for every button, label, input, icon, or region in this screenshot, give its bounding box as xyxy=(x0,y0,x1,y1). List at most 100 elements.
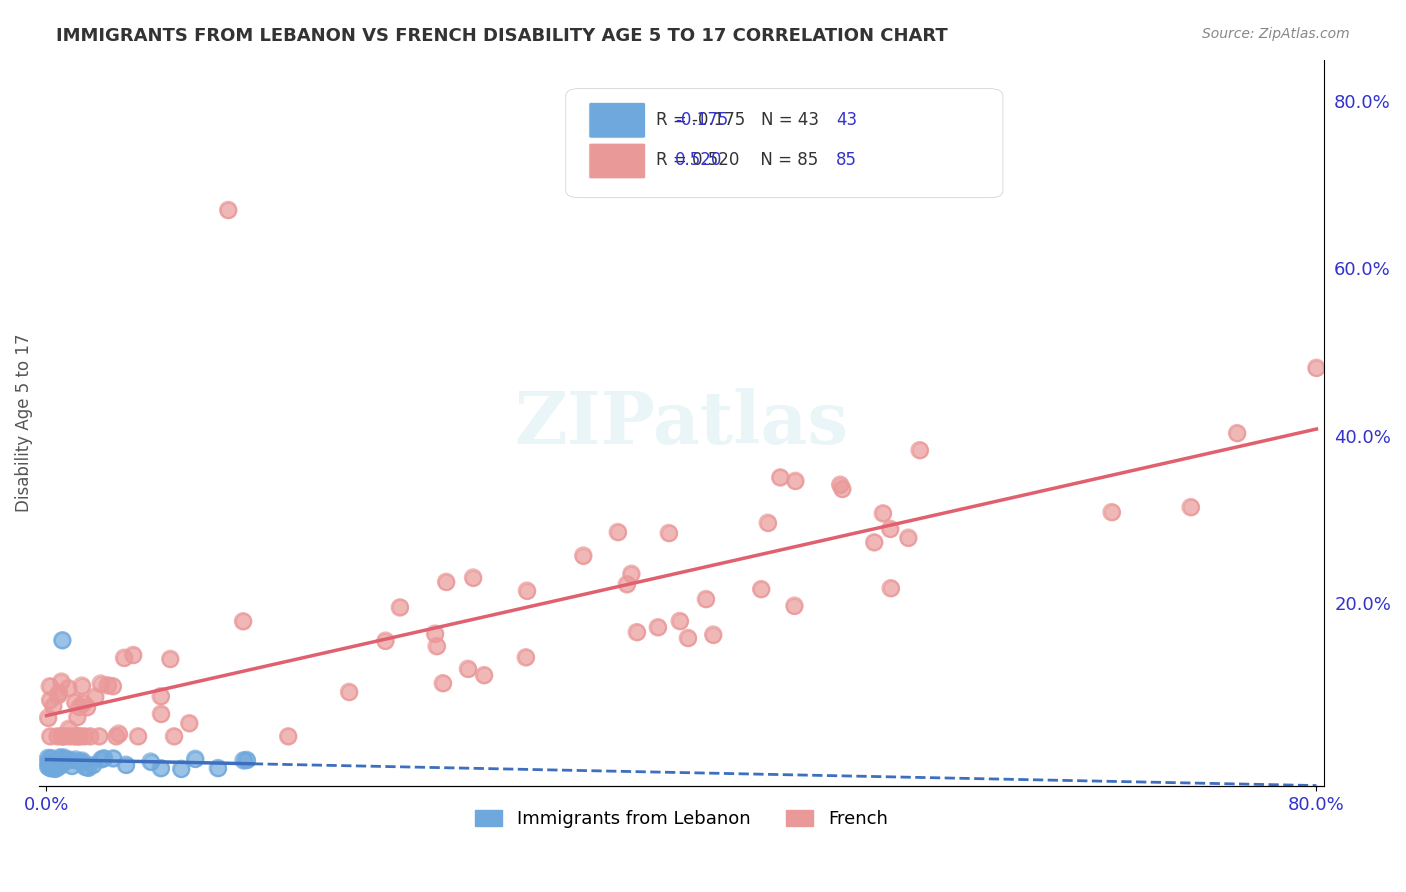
Immigrants from Lebanon xyxy=(39,761,62,775)
Immigrants from Lebanon xyxy=(52,754,75,768)
Immigrants from Lebanon xyxy=(39,759,62,773)
Point xyxy=(461,570,484,584)
French xyxy=(89,730,111,744)
Text: 0.520: 0.520 xyxy=(675,151,723,169)
Point xyxy=(434,574,457,589)
French xyxy=(695,592,717,607)
French xyxy=(149,706,172,721)
Immigrants from Lebanon xyxy=(51,633,73,648)
Immigrants from Lebanon xyxy=(49,750,72,764)
Point xyxy=(46,757,69,772)
Point xyxy=(647,620,669,634)
French xyxy=(879,581,901,595)
Immigrants from Lebanon xyxy=(90,752,112,766)
Point xyxy=(65,730,87,744)
Immigrants from Lebanon xyxy=(149,761,172,775)
Immigrants from Lebanon xyxy=(53,752,76,766)
Immigrants from Lebanon xyxy=(115,757,138,772)
French xyxy=(616,577,638,591)
Point xyxy=(423,626,446,640)
Immigrants from Lebanon xyxy=(235,753,257,767)
Point xyxy=(897,531,920,545)
French xyxy=(76,700,98,714)
French xyxy=(38,679,60,693)
French xyxy=(769,470,792,484)
French xyxy=(149,690,172,704)
Point xyxy=(337,685,360,699)
Point xyxy=(184,752,207,766)
French xyxy=(69,730,91,744)
Point xyxy=(39,730,62,744)
Point xyxy=(879,581,901,595)
French xyxy=(73,730,96,744)
Point xyxy=(51,674,73,689)
French xyxy=(53,730,76,744)
Point xyxy=(46,689,69,703)
French xyxy=(127,730,149,744)
Point xyxy=(1180,500,1202,515)
French xyxy=(70,679,93,693)
Y-axis label: Disability Age 5 to 17: Disability Age 5 to 17 xyxy=(15,334,32,512)
Immigrants from Lebanon xyxy=(53,750,76,764)
French xyxy=(337,685,360,699)
Point xyxy=(783,599,806,613)
Immigrants from Lebanon xyxy=(44,756,66,770)
Immigrants from Lebanon xyxy=(37,759,59,773)
Legend: Immigrants from Lebanon, French: Immigrants from Lebanon, French xyxy=(468,803,896,836)
FancyBboxPatch shape xyxy=(565,88,1002,198)
Point xyxy=(37,751,59,765)
French xyxy=(48,686,70,700)
Text: -0.175: -0.175 xyxy=(675,111,728,129)
French xyxy=(163,730,186,744)
Point xyxy=(63,695,86,709)
French xyxy=(1101,505,1123,519)
Point xyxy=(769,470,792,484)
Point xyxy=(52,754,75,768)
French xyxy=(159,652,181,666)
French xyxy=(831,482,853,496)
French xyxy=(52,730,75,744)
Point xyxy=(67,730,90,744)
French xyxy=(42,699,65,714)
Immigrants from Lebanon xyxy=(38,757,60,772)
Point xyxy=(60,759,83,773)
Text: R = 0.520    N = 85: R = 0.520 N = 85 xyxy=(655,151,818,169)
Immigrants from Lebanon xyxy=(232,753,254,767)
Point xyxy=(388,600,411,615)
Point xyxy=(105,730,128,744)
Immigrants from Lebanon xyxy=(38,758,60,772)
French xyxy=(51,730,73,744)
Point xyxy=(39,761,62,775)
Point xyxy=(1305,360,1327,375)
Immigrants from Lebanon xyxy=(37,751,59,765)
French xyxy=(872,507,894,521)
Point xyxy=(53,730,76,744)
Point xyxy=(46,760,69,774)
Point xyxy=(56,681,79,695)
French xyxy=(1305,360,1327,375)
Point xyxy=(668,614,690,628)
Point xyxy=(749,582,772,596)
French xyxy=(97,678,120,692)
French xyxy=(67,730,90,744)
French xyxy=(84,690,107,704)
French xyxy=(66,710,89,724)
French xyxy=(37,710,59,724)
French xyxy=(457,662,479,676)
French xyxy=(39,693,62,707)
French xyxy=(668,614,690,628)
Point xyxy=(66,710,89,724)
Immigrants from Lebanon xyxy=(44,762,66,776)
Point xyxy=(58,730,80,744)
Text: 43: 43 xyxy=(835,111,856,129)
Point xyxy=(51,633,73,648)
French xyxy=(232,615,254,629)
Point xyxy=(42,758,65,772)
French xyxy=(388,600,411,615)
Point xyxy=(516,583,538,598)
French xyxy=(63,730,86,744)
Point xyxy=(232,615,254,629)
Point xyxy=(49,758,72,772)
Immigrants from Lebanon xyxy=(52,753,75,767)
French xyxy=(702,627,724,641)
